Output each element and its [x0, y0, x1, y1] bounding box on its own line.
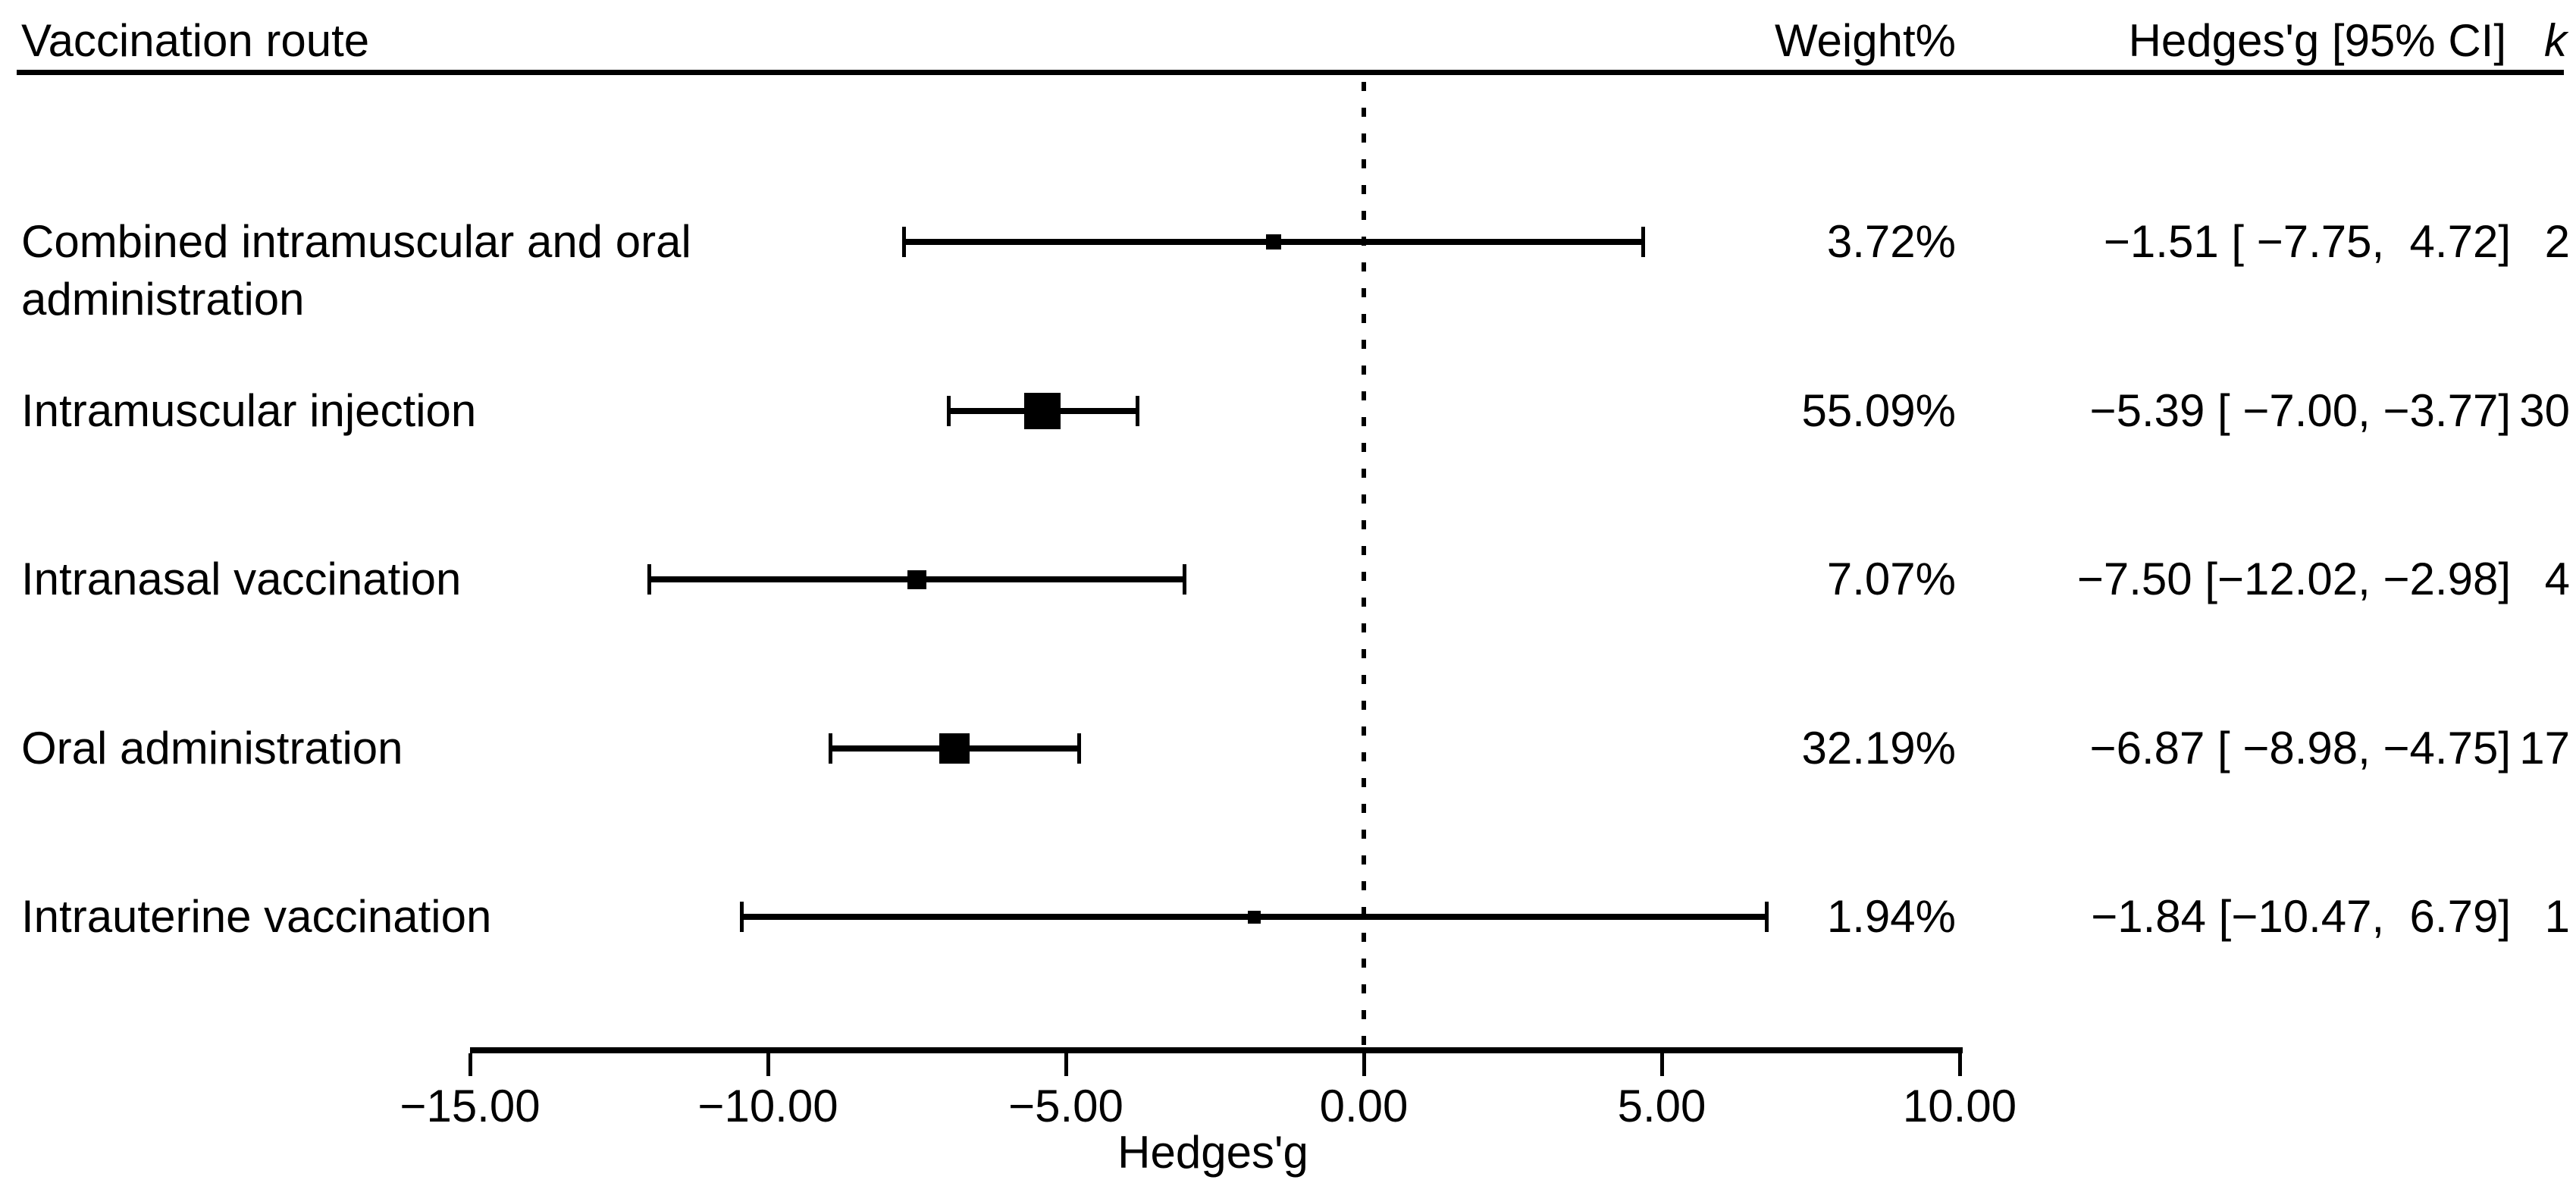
ci-cap-high	[1076, 733, 1081, 764]
x-axis-tick-label: −10.00	[697, 1081, 838, 1131]
column-header-ci: Hedges'g [95% CI]	[2128, 15, 2506, 66]
weight-value: 1.94%	[1826, 891, 1956, 942]
hedges-ci-value: −5.39 [ −7.00, −3.77]	[2089, 385, 2511, 436]
header-divider-rule	[17, 70, 2564, 75]
x-axis-tick-label: 5.00	[1617, 1081, 1706, 1131]
point-estimate-marker	[907, 570, 926, 589]
ci-cap-high	[1135, 396, 1139, 426]
x-axis-tick	[1064, 1053, 1068, 1076]
x-axis-title: Hedges'g	[1117, 1127, 1308, 1178]
x-axis-line	[470, 1047, 1963, 1053]
x-axis-tick	[1362, 1053, 1366, 1076]
weight-value: 3.72%	[1826, 216, 1956, 267]
ci-cap-high	[1182, 564, 1186, 595]
x-axis-tick	[1957, 1053, 1962, 1076]
x-axis-tick	[766, 1053, 770, 1076]
weight-value: 7.07%	[1826, 554, 1956, 604]
ci-cap-low	[946, 396, 951, 426]
x-axis-tick	[1659, 1053, 1664, 1076]
row-label: Intramuscular injection	[21, 385, 477, 436]
row-label: Intrauterine vaccination	[21, 891, 492, 942]
ci-cap-low	[647, 564, 652, 595]
weight-value: 55.09%	[1801, 385, 1957, 436]
k-value: 30	[2519, 385, 2570, 436]
x-axis-tick	[468, 1053, 472, 1076]
ci-cap-low	[829, 733, 833, 764]
ci-cap-high	[1641, 227, 1645, 257]
point-estimate-marker	[1247, 910, 1261, 924]
point-estimate-marker	[1266, 234, 1282, 249]
x-axis-tick-label: 10.00	[1902, 1081, 2017, 1131]
point-estimate-marker	[1024, 393, 1061, 429]
point-estimate-marker	[939, 733, 970, 764]
hedges-ci-value: −7.50 [−12.02, −2.98]	[2076, 554, 2511, 604]
column-header-route: Vaccination route	[21, 15, 370, 66]
row-label: Intranasal vaccination	[21, 554, 462, 604]
hedges-ci-value: −1.51 [ −7.75, 4.72]	[2103, 216, 2511, 267]
k-value: 1	[2544, 891, 2570, 942]
column-header-k: k	[2544, 15, 2567, 66]
row-label: Combined intramuscular and oral administ…	[21, 216, 691, 325]
weight-value: 32.19%	[1801, 723, 1957, 774]
x-axis-tick-label: −5.00	[1008, 1081, 1123, 1131]
k-value: 2	[2544, 216, 2570, 267]
row-label: Oral administration	[21, 723, 403, 774]
ci-cap-low	[740, 902, 744, 932]
k-value: 4	[2544, 554, 2570, 604]
column-header-weight: Weight%	[1774, 15, 1956, 66]
zero-reference-line	[1362, 82, 1366, 1050]
x-axis-tick-label: −15.00	[400, 1081, 541, 1131]
ci-cap-high	[1764, 902, 1769, 932]
hedges-ci-value: −1.84 [−10.47, 6.79]	[2091, 891, 2511, 942]
hedges-ci-value: −6.87 [ −8.98, −4.75]	[2089, 723, 2511, 774]
x-axis-tick-label: 0.00	[1319, 1081, 1409, 1131]
ci-cap-low	[901, 227, 906, 257]
k-value: 17	[2519, 723, 2570, 774]
